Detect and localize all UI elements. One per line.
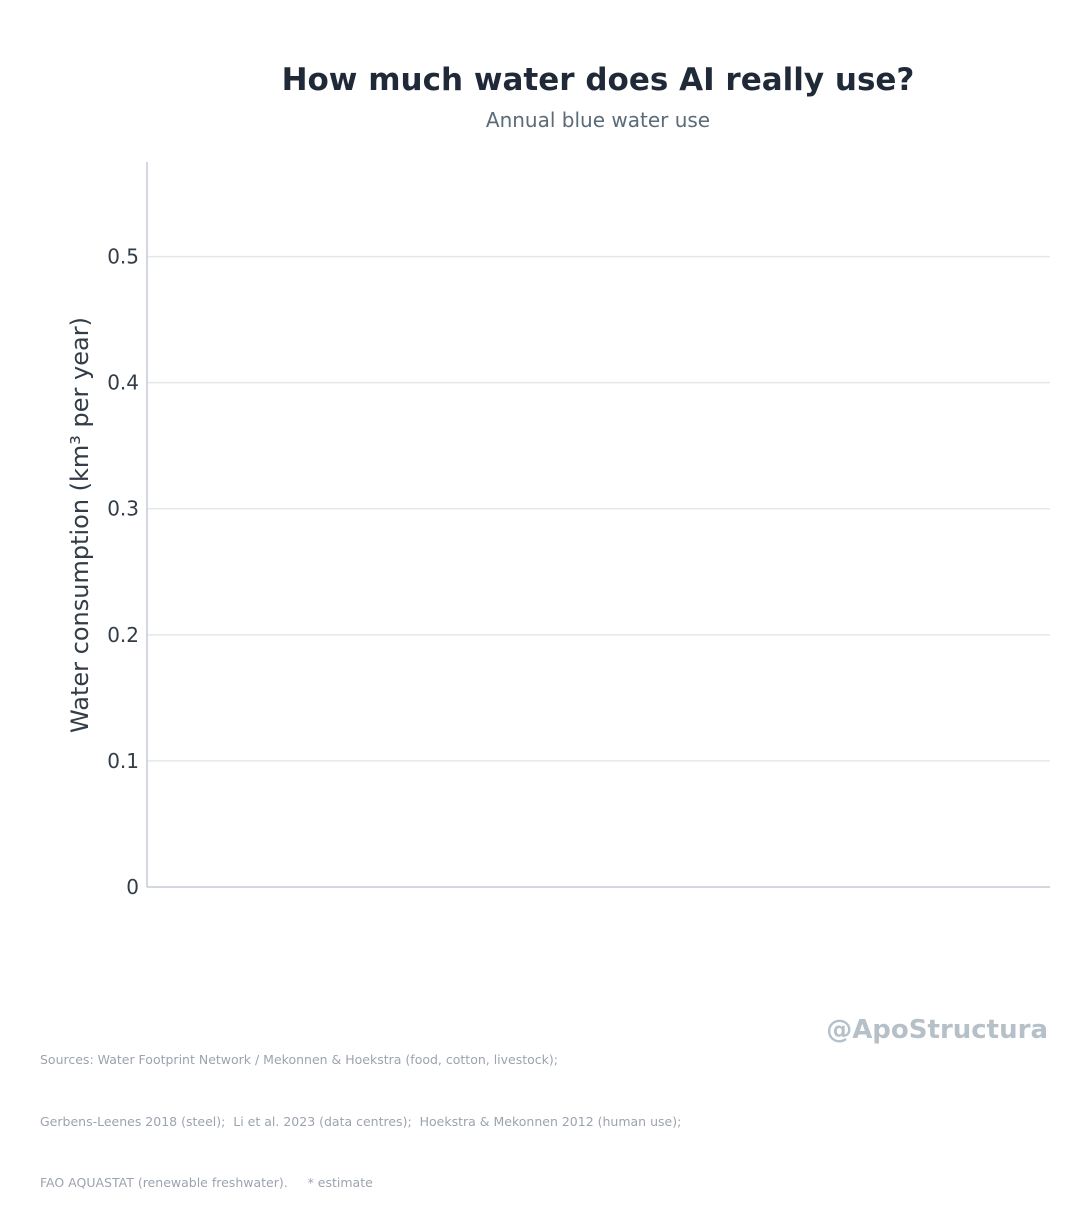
chart-plot: 0 0.1 0.2 0.3 0.4 0.5 Water consumption (km³ … <box>66 162 1050 899</box>
y-axis-label: Water consumption (km³ per year) <box>66 317 94 733</box>
y-tick-label: 0.1 <box>107 749 139 773</box>
watermark: @ApoStructura <box>826 1015 1048 1045</box>
sources-line: FAO AQUASTAT (renewable freshwater). * e… <box>40 1175 373 1190</box>
chart-title: How much water does AI really use? <box>281 62 915 98</box>
y-tick-label: 0.2 <box>107 623 139 647</box>
sources-line: Gerbens-Leenes 2018 (steel); Li et al. 2… <box>40 1113 682 1129</box>
y-tick-label: 0.5 <box>107 245 139 269</box>
sources-footnote: Sources: Water Footprint Network / Mekon… <box>40 1009 681 1214</box>
sources-line: Sources: Water Footprint Network / Mekon… <box>40 1052 559 1067</box>
chart-subtitle: Annual blue water use <box>485 108 711 132</box>
y-tick-label: 0.3 <box>107 497 139 521</box>
y-tick-label: 0 <box>126 875 139 899</box>
y-tick-label: 0.4 <box>107 371 139 395</box>
